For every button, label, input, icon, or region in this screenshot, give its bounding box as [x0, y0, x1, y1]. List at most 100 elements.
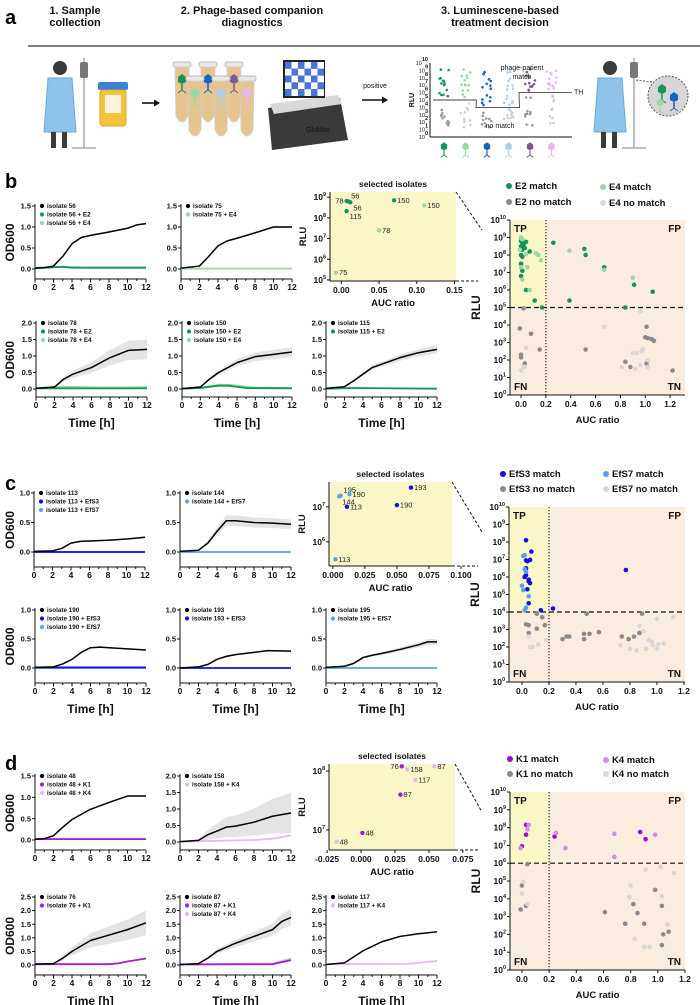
rlu-match-dot: [463, 83, 467, 87]
rlu-match-dot: [532, 82, 536, 86]
y-tick-label: 105: [493, 876, 506, 886]
y-tick-label: 105: [492, 590, 505, 600]
legend-label: isolate 87: [192, 894, 221, 901]
y-axis-label: OD600: [3, 917, 17, 955]
x-tick-label: 6: [233, 686, 238, 696]
data-point: [518, 261, 524, 267]
data-point: [432, 764, 437, 769]
rlu-nomatch-dot: [523, 115, 527, 118]
y-tick-label: 105: [493, 303, 506, 313]
data-point: [518, 243, 524, 249]
rlu-nomatch-dot: [482, 111, 485, 115]
plate-well-icon: [304, 75, 311, 83]
rlu-match-dot: [547, 77, 551, 81]
rlu-match-dot: [442, 80, 446, 83]
legend-marker: [185, 203, 191, 209]
data-point: [631, 634, 637, 639]
phage-icon: [526, 142, 534, 151]
series-line-0: [181, 351, 293, 390]
x-tick-label: 12: [432, 978, 442, 988]
x-axis-label: Time [h]: [68, 416, 114, 430]
y-tick-label: 103: [493, 912, 506, 922]
x-tick-label: 0.075: [418, 570, 440, 580]
data-point: [334, 839, 339, 844]
plate-well-icon: [291, 82, 298, 90]
rlu-match-dot: [442, 93, 445, 97]
rlu-match-dot: [548, 83, 552, 87]
plate-well-icon: [317, 82, 324, 90]
plate-well-icon: [304, 82, 311, 90]
data-point: [650, 289, 656, 295]
legend-marker: [39, 790, 45, 796]
phage-legs-icon: [505, 154, 512, 158]
rlu-match-dot: [439, 76, 442, 80]
y-tick-label: 0.5: [168, 368, 178, 377]
legend-label: isolate 113 + EfS7: [46, 507, 100, 514]
plate-well-icon: [285, 82, 292, 90]
x-tick-label: 0.025: [384, 854, 406, 864]
x-tick-label: 12: [141, 282, 151, 292]
legend-marker: [330, 329, 336, 334]
y-tick-label: 0.5: [167, 244, 177, 253]
data-point: [650, 642, 656, 648]
rlu-match-dot: [552, 86, 556, 90]
rlu-nomatch-dot: [443, 115, 446, 118]
rlu-match-dot: [485, 82, 488, 86]
rlu-match-dot: [438, 91, 441, 95]
data-point: [523, 251, 529, 257]
y-tick-label: 1.0: [21, 223, 31, 232]
data-point: [422, 203, 427, 208]
x-tick-label: 10: [269, 282, 279, 292]
series-line-0: [34, 222, 147, 269]
data-point: [526, 593, 532, 599]
y-axis-label: OD600: [3, 223, 17, 261]
y-tick-label: 107: [312, 502, 325, 512]
series-line-0: [179, 649, 292, 669]
x-tick-label: 0.0: [516, 686, 528, 696]
x-tick-label: 6: [88, 978, 93, 988]
x-tick-label: 6: [235, 400, 240, 410]
legend-marker: [507, 756, 513, 762]
sd-band: [36, 339, 147, 389]
point-label: 193: [414, 483, 427, 492]
x-tick-label: 2: [196, 853, 201, 863]
data-point: [643, 867, 648, 872]
legend-marker: [184, 911, 190, 917]
data-point: [637, 630, 642, 636]
data-point: [538, 257, 544, 263]
x-tick-label: 12: [286, 570, 296, 580]
data-point: [405, 767, 410, 772]
x-axis-label: Time [h]: [358, 416, 404, 430]
patient-gown-icon: [593, 77, 627, 133]
data-point: [523, 537, 529, 543]
y-tick-label: 107: [493, 840, 506, 850]
phage-legs-icon: [177, 89, 187, 94]
rlu-nomatch-dot: [488, 117, 491, 121]
data-point: [518, 264, 524, 270]
x-tick-label: 8: [398, 400, 403, 410]
legend-label: isolate 117: [338, 894, 370, 901]
x-tick-label: 1.0: [639, 399, 651, 409]
y-tick-label: 109: [493, 805, 506, 815]
legend-label: isolate 87 + K1: [192, 903, 236, 910]
y-tick-label: 1.5: [312, 920, 322, 929]
x-axis-label: AUC ratio: [371, 298, 415, 309]
point-label: 113: [350, 502, 362, 511]
x-tick-label: 0.025: [354, 570, 376, 580]
x-tick-label: 0: [34, 400, 39, 410]
x-tick-label: 2: [52, 400, 57, 410]
data-point: [567, 248, 572, 253]
x-tick-label: 4: [361, 978, 366, 988]
x-tick-label: 0.050: [418, 854, 440, 864]
phage-legs-icon: [669, 107, 679, 112]
zoom-connector-line: [455, 191, 483, 231]
tube-cap-icon: [224, 61, 244, 68]
point-label: 158: [410, 765, 423, 774]
sd-band: [35, 910, 146, 965]
rlu-nomatch-dot: [551, 116, 554, 120]
data-point: [641, 921, 647, 927]
series-line-0: [325, 641, 437, 669]
legend-marker: [184, 490, 190, 496]
phage-legs-icon: [440, 154, 448, 158]
